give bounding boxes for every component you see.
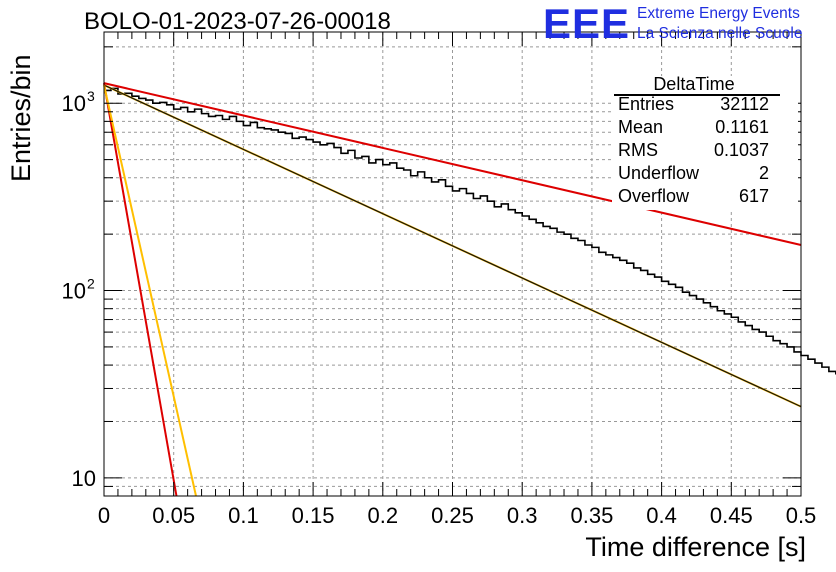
y-tick-label: 10 (72, 466, 96, 491)
histogram-steps (104, 87, 836, 375)
logo-line-2: La Scienza nelle Scuole (637, 25, 803, 42)
fit-curves (103, 82, 802, 497)
eee-logo: EEE (543, 0, 631, 47)
stats-row-label: Mean (618, 117, 663, 137)
stats-row-label: Entries (618, 94, 674, 114)
stats-row-label: RMS (618, 140, 658, 160)
stats-row-value: 2 (759, 163, 769, 183)
grid-lines (104, 32, 801, 497)
tick-labels: 0 0.05 0.1 0.15 0.2 0.25 0.3 0.35 0.4 0.45 0.5 10 10… (62, 88, 817, 528)
fit-line-3 (103, 82, 802, 246)
x-tick-label: 0.2 (368, 503, 399, 528)
y-axis-title: Entries/bin (6, 54, 36, 182)
x-tick-label: 0.5 (786, 503, 817, 528)
fit-line-4 (103, 82, 178, 497)
stats-row-value: 0.1161 (715, 117, 769, 137)
x-tick-label: 0.4 (646, 503, 677, 528)
x-tick-label: 0 (98, 503, 110, 528)
x-axis-title: Time difference [s] (585, 532, 806, 562)
y-tick-exponent: 2 (87, 276, 95, 292)
fit-line-5 (103, 84, 197, 497)
x-tick-label: 0.45 (710, 503, 753, 528)
x-tick-label: 0.35 (570, 503, 613, 528)
x-tick-label: 0.15 (292, 503, 335, 528)
axis-ticks (103, 32, 802, 497)
stats-title: DeltaTime (653, 74, 734, 94)
logo-line-1: Extreme Energy Events (637, 5, 800, 22)
x-tick-label: 0.1 (228, 503, 259, 528)
plot-title: BOLO-01-2023-07-26-00018 (84, 8, 391, 35)
stats-row-value: 32112 (720, 94, 769, 114)
stats-row-value: 0.1037 (714, 140, 769, 160)
y-tick-label: 10 (62, 91, 86, 116)
stats-row-value: 617 (739, 186, 769, 206)
y-tick-exponent: 3 (87, 88, 95, 104)
x-tick-label: 0.3 (507, 503, 538, 528)
histogram (104, 87, 836, 375)
x-tick-label: 0.25 (431, 503, 474, 528)
stats-box-bg (612, 76, 798, 210)
stats-row-label: Overflow (618, 186, 690, 206)
x-tick-label: 0.05 (152, 503, 195, 528)
y-tick-label: 10 (62, 279, 86, 304)
stats-row-label: Underflow (618, 163, 700, 183)
fit-line-2 (103, 84, 802, 408)
